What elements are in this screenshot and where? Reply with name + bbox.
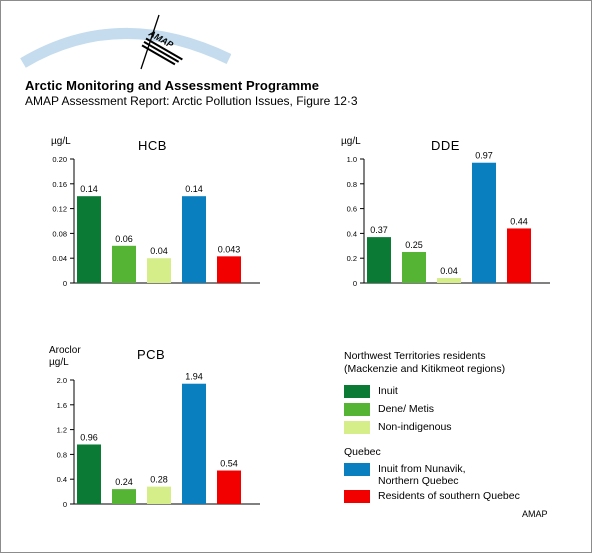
legend-swatch-inuit (344, 385, 370, 398)
legend-swatch-southern-quebec (344, 490, 370, 503)
hcb-y-tick-label: 0.20 (52, 155, 67, 164)
legend-swatch-dene-metis (344, 403, 370, 416)
pcb-data-label-inuit-nunavik: 1.94 (185, 372, 203, 382)
hcb-y-tick-label: 0 (63, 279, 67, 288)
dde-bar-non-indigenous (437, 278, 461, 283)
dde-y-tick-label: 0.2 (347, 254, 357, 263)
dde-bar-inuit-nunavik (472, 162, 496, 283)
dde-data-label-dene-metis: 0.25 (405, 240, 423, 250)
pcb-bar-southern-quebec (217, 470, 241, 504)
pcb-y-tick-label: 1.2 (57, 426, 67, 435)
logo-fineprint-2 (143, 41, 180, 63)
dde-ylabel: µg/L (341, 136, 361, 147)
legend-group1-heading: Northwest Territories residents (Mackenz… (344, 350, 505, 376)
hcb-y-tick-label: 0.08 (52, 229, 67, 238)
dde-data-label-inuit-nunavik: 0.97 (475, 151, 493, 161)
hcb-data-label-southern-quebec: 0.043 (218, 244, 241, 254)
legend-label-inuit-nunavik-line1: Inuit from Nunavik, (378, 463, 466, 475)
dde-y-tick-label: 0.6 (347, 205, 357, 214)
legend-group1-heading-line2: (Mackenzie and Kitikmeot regions) (344, 363, 506, 375)
legend-label-dene-metis: Dene/ Metis (378, 403, 435, 415)
dde-data-label-inuit: 0.37 (370, 225, 388, 235)
footer-credit: AMAP (522, 509, 548, 519)
legend-label-inuit-nunavik-line2: Northern Quebec (378, 475, 459, 487)
hcb-bar-inuit-nunavik (182, 196, 206, 283)
header-subtitle: AMAP Assessment Report: Arctic Pollution… (25, 94, 358, 108)
hcb-y-tick-label: 0.12 (52, 205, 67, 214)
dde-bar-southern-quebec (507, 228, 531, 283)
logo-arc (20, 27, 231, 68)
legend-label-non-indigenous: Non-indigenous (378, 421, 452, 433)
pcb-bar-inuit (77, 444, 101, 504)
hcb-data-label-dene-metis: 0.06 (115, 234, 133, 244)
dde-y-tick-label: 1.0 (347, 155, 357, 164)
pcb-y-tick-label: 0.8 (57, 450, 67, 459)
legend-label-southern-quebec: Residents of southern Quebec (378, 490, 520, 502)
dde-bar-dene-metis (402, 252, 426, 283)
hcb-data-label-inuit-nunavik: 0.14 (185, 184, 203, 194)
legend-swatch-non-indigenous (344, 421, 370, 434)
logo-fineprint-3 (141, 44, 176, 66)
hcb-title: HCB (138, 138, 167, 153)
hcb-ylabel: µg/L (51, 136, 71, 147)
pcb-bar-dene-metis (112, 489, 136, 504)
dde-data-label-southern-quebec: 0.44 (510, 216, 528, 226)
logo-diagonal-line (140, 14, 160, 70)
hcb-data-label-non-indigenous: 0.04 (150, 246, 168, 256)
dde-title: DDE (431, 138, 460, 153)
pcb-data-label-southern-quebec: 0.54 (220, 459, 238, 469)
pcb-ylabel: Aroclor (49, 345, 81, 356)
hcb-bar-dene-metis (112, 245, 136, 283)
pcb-title: PCB (137, 347, 165, 362)
legend-group2-heading: Quebec (344, 446, 381, 458)
dde-y-tick-label: 0.8 (347, 180, 357, 189)
hcb-y-tick-label: 0.04 (52, 254, 67, 263)
pcb-bar-non-indigenous (147, 486, 171, 504)
hcb-bar-inuit (77, 196, 101, 283)
header-title: Arctic Monitoring and Assessment Program… (25, 78, 320, 93)
pcb-data-label-inuit: 0.96 (80, 432, 98, 442)
hcb-data-label-inuit: 0.14 (80, 184, 98, 194)
pcb-y-tick-label: 2.0 (57, 376, 67, 385)
pcb-data-label-non-indigenous: 0.28 (150, 475, 168, 485)
legend-group1-heading-line1: Northwest Territories residents (344, 350, 486, 362)
dde-data-label-non-indigenous: 0.04 (440, 266, 458, 276)
dde-y-tick-label: 0.4 (347, 229, 357, 238)
hcb-bar-southern-quebec (217, 256, 241, 283)
hcb-y-tick-label: 0.16 (52, 180, 67, 189)
legend-swatch-inuit-nunavik (344, 463, 370, 476)
dde-y-tick-label: 0 (353, 279, 357, 288)
amap-logo: AMAP (20, 14, 231, 70)
legend-label-inuit-nunavik: Inuit from Nunavik, Northern Quebec (378, 463, 466, 487)
pcb-y-tick-label: 0 (63, 500, 67, 509)
pcb-y-tick-label: 1.6 (57, 401, 67, 410)
dde-bar-inuit (367, 237, 391, 283)
pcb-y-tick-label: 0.4 (57, 475, 67, 484)
pcb-ylabel-2: µg/L (49, 357, 69, 368)
pcb-data-label-dene-metis: 0.24 (115, 477, 133, 487)
legend-label-inuit: Inuit (378, 385, 398, 397)
logo-fineprint-1 (145, 37, 183, 61)
hcb-bar-non-indigenous (147, 258, 171, 283)
pcb-bar-inuit-nunavik (182, 383, 206, 504)
